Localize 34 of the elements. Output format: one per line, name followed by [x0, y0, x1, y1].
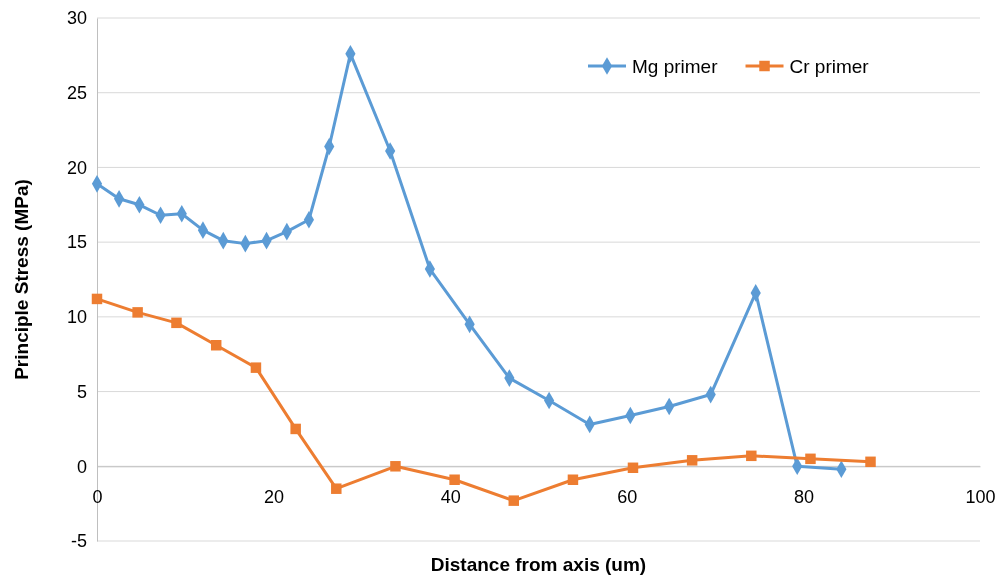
x-tick-label: 80	[793, 487, 814, 508]
point	[865, 456, 876, 468]
y-tick-label: 0	[76, 456, 87, 477]
y-tick-label: 30	[66, 8, 87, 29]
point	[746, 450, 757, 462]
x-tick-label: 60	[617, 487, 638, 508]
x-tick-label: 20	[264, 487, 285, 508]
legend-label: Mg primer	[632, 56, 719, 77]
point	[290, 423, 301, 435]
point	[508, 495, 520, 506]
point	[449, 474, 460, 485]
point	[686, 455, 698, 466]
point	[132, 307, 143, 318]
y-tick-label: 15	[66, 232, 87, 253]
x-tick-label: 100	[965, 487, 996, 508]
point	[567, 474, 579, 485]
y-tick-label: 25	[66, 82, 87, 103]
point	[91, 293, 103, 305]
x-axis-title: Distance from axis (um)	[430, 554, 647, 575]
y-axis-title: Principle Stress (MPa)	[11, 179, 32, 380]
x-tick-label: 0	[92, 487, 103, 508]
point	[250, 362, 262, 373]
point	[390, 461, 401, 472]
point	[331, 483, 342, 494]
point	[210, 340, 222, 351]
point	[805, 453, 816, 465]
y-tick-label: 10	[66, 307, 87, 328]
y-tick-label: 20	[66, 157, 87, 178]
point	[627, 462, 639, 474]
y-tick-label: 5	[76, 381, 87, 402]
y-tick-label: -5	[70, 531, 87, 552]
legend-label: Cr primer	[789, 56, 870, 77]
x-tick-label: 40	[440, 487, 461, 508]
point	[171, 317, 182, 329]
